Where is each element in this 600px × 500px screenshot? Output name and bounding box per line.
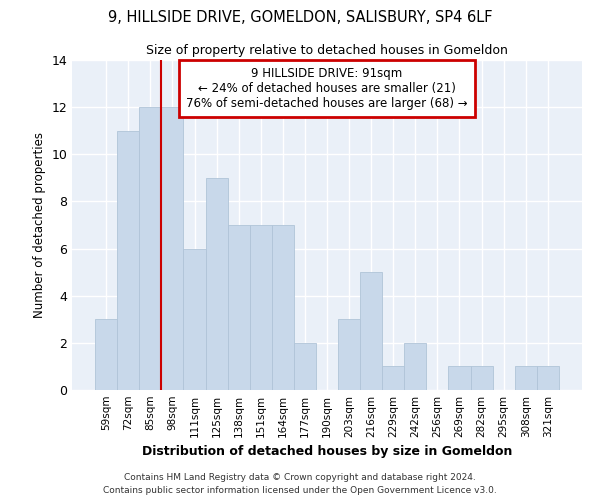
Y-axis label: Number of detached properties: Number of detached properties (33, 132, 46, 318)
X-axis label: Distribution of detached houses by size in Gomeldon: Distribution of detached houses by size … (142, 446, 512, 458)
Bar (404, 343, 427, 390)
Text: Contains HM Land Registry data © Crown copyright and database right 2024.
Contai: Contains HM Land Registry data © Crown c… (103, 474, 497, 495)
Bar (470, 366, 493, 390)
Bar (250, 225, 272, 390)
Bar (272, 225, 294, 390)
Bar (227, 225, 250, 390)
Bar (382, 366, 404, 390)
Text: 9, HILLSIDE DRIVE, GOMELDON, SALISBURY, SP4 6LF: 9, HILLSIDE DRIVE, GOMELDON, SALISBURY, … (108, 10, 492, 25)
Bar (139, 107, 161, 390)
Bar (338, 320, 360, 390)
Title: Size of property relative to detached houses in Gomeldon: Size of property relative to detached ho… (146, 44, 508, 58)
Bar (294, 343, 316, 390)
Bar (206, 178, 227, 390)
Bar (360, 272, 382, 390)
Bar (117, 130, 139, 390)
Bar (95, 320, 117, 390)
Bar (184, 248, 206, 390)
Bar (515, 366, 537, 390)
Bar (448, 366, 470, 390)
Text: 9 HILLSIDE DRIVE: 91sqm
← 24% of detached houses are smaller (21)
76% of semi-de: 9 HILLSIDE DRIVE: 91sqm ← 24% of detache… (186, 66, 468, 110)
Bar (161, 107, 184, 390)
Bar (537, 366, 559, 390)
